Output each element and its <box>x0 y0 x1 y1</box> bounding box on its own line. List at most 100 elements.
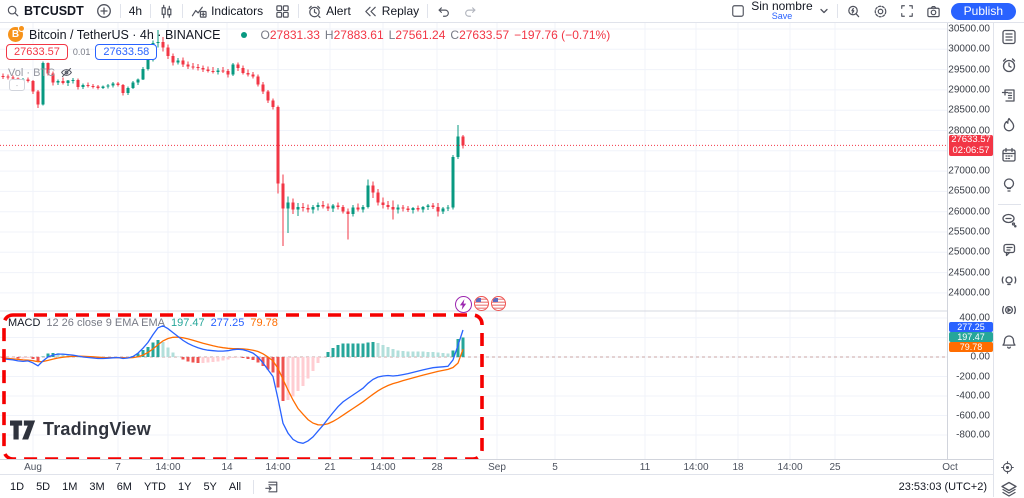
eye-slash-icon[interactable] <box>60 66 73 79</box>
save-label[interactable]: Save <box>771 11 793 21</box>
candle <box>236 64 240 68</box>
goto-date-button[interactable] <box>253 479 279 494</box>
buy-button[interactable]: 27633.58 <box>95 44 158 60</box>
candle <box>421 207 425 210</box>
candle <box>301 206 305 209</box>
time-axis[interactable]: Aug 7 14:00 14 14:00 21 14:00 28 Sep 5 11 14:00 18 14… <box>0 459 993 475</box>
ideas-lightbulb-icon[interactable] <box>1000 176 1018 194</box>
macd-hist-bar <box>301 357 305 387</box>
minds-cloud-icon[interactable] <box>1000 211 1018 229</box>
market-status-dot[interactable] <box>240 31 247 38</box>
macd-hist-bar <box>221 357 225 361</box>
alert-button[interactable]: Alert <box>301 4 357 19</box>
range-button-ytd[interactable]: YTD <box>143 480 166 493</box>
candle <box>346 211 350 215</box>
interval-button[interactable]: 4h <box>123 4 148 18</box>
compare-button[interactable] <box>90 3 118 19</box>
fullscreen-icon <box>900 5 913 17</box>
price-axis[interactable]: 30500.00 30000.00 29500.00 29000.00 28500.00… <box>947 22 994 459</box>
candle <box>191 66 195 68</box>
range-button-3m[interactable]: 3M <box>89 480 105 493</box>
range-button-5y[interactable]: 5Y <box>203 480 217 493</box>
notifications-bell-icon[interactable] <box>1000 333 1018 351</box>
alerts-icon[interactable] <box>1000 56 1018 74</box>
chat-icon[interactable] <box>1000 241 1018 259</box>
notes-add-icon[interactable] <box>1000 86 1018 104</box>
time-tick: 25 <box>829 462 841 473</box>
candle <box>51 73 55 83</box>
symbol-name: BTCUSDT <box>24 4 84 18</box>
layout-select-button[interactable]: Sin nombre Save <box>725 0 834 21</box>
candle <box>81 85 85 88</box>
hotlists-flame-icon[interactable] <box>1000 116 1018 134</box>
candle <box>386 205 390 207</box>
macd-line-value: 277.25 <box>210 317 245 329</box>
macd-hist-bar <box>361 343 365 357</box>
candle <box>61 80 65 83</box>
fullscreen-button[interactable] <box>894 4 920 18</box>
calendar-icon[interactable] <box>1000 146 1018 164</box>
candle <box>196 67 200 69</box>
object-tree-layers-icon[interactable] <box>1000 480 1018 498</box>
goto-target-icon[interactable] <box>1000 460 1015 475</box>
interval-label: 4h <box>128 4 143 18</box>
range-button-5d[interactable]: 5D <box>36 480 51 493</box>
macd-legend[interactable]: MACD 12 26 close 9 EMA EMA 197.47 277.25… <box>8 317 278 329</box>
redo-button[interactable] <box>457 4 484 18</box>
time-tick: 5 <box>552 462 558 473</box>
time-tick: 18 <box>732 462 744 473</box>
symbol-search[interactable]: BTCUSDT <box>0 4 90 18</box>
chart-region[interactable]: B Bitcoin / TetherUS · 4h · BINANCE O278… <box>0 22 947 461</box>
macd-hist-bar <box>431 352 435 357</box>
range-button-all[interactable]: All <box>228 480 242 493</box>
us-economic-event-icon[interactable] <box>491 296 506 311</box>
search-icon <box>7 5 19 17</box>
candle <box>281 183 285 209</box>
macd-hist-bar <box>186 357 190 362</box>
macd-hist-bar <box>311 357 315 371</box>
replay-button[interactable]: Replay <box>357 4 425 19</box>
macd-hist-bar <box>226 357 230 360</box>
macd-hist-bar <box>411 351 415 357</box>
layout-name-block[interactable]: Sin nombre Save <box>749 0 814 21</box>
streams-bulb-icon[interactable] <box>1000 271 1018 289</box>
macd-hist-bar <box>461 337 465 357</box>
sell-button[interactable]: 27633.57 <box>6 44 68 60</box>
range-button-6m[interactable]: 6M <box>116 480 132 493</box>
macd-hist-bar <box>291 357 295 397</box>
price-tick: 26500.00 <box>948 185 990 197</box>
indicators-button[interactable]: Indicators <box>185 4 269 19</box>
chart-title[interactable]: Bitcoin / TetherUS · 4h · BINANCE <box>29 27 221 42</box>
idea-flash-event-icon[interactable] <box>455 296 472 313</box>
live-streams-icon[interactable] <box>1000 301 1018 319</box>
range-button-1d[interactable]: 1D <box>10 480 25 493</box>
us-economic-event-icon[interactable] <box>474 296 489 311</box>
volume-label[interactable]: Vol · BTC <box>8 66 56 79</box>
indicator-templates-button[interactable] <box>269 4 296 19</box>
range-button-1y[interactable]: 1Y <box>177 480 192 493</box>
undo-button[interactable] <box>430 4 457 18</box>
clock[interactable]: 23:53:03 (UTC+2) <box>898 480 987 493</box>
candle <box>161 41 165 48</box>
chart-type-button[interactable] <box>153 4 180 19</box>
snapshot-button[interactable] <box>920 4 947 19</box>
change-value: −197.76 (−0.71%) <box>514 27 611 42</box>
time-tick: Sep <box>488 462 506 473</box>
redo-icon <box>465 7 476 17</box>
macd-hist-bar <box>216 357 220 362</box>
ohlc-values: O27831.33 H27883.61 L27561.24 C27633.57 … <box>260 27 611 42</box>
macd-value-label: 79.78 <box>949 342 993 352</box>
pane-collapse-button[interactable] <box>9 79 25 91</box>
candle <box>96 86 100 88</box>
macd-hist-bar <box>201 357 205 364</box>
candlestick-macd-chart[interactable] <box>0 22 947 459</box>
alert-label: Alert <box>326 4 351 18</box>
watchlist-icon[interactable] <box>1000 28 1018 46</box>
range-button-1m[interactable]: 1M <box>62 480 78 493</box>
settings-button[interactable] <box>867 4 894 19</box>
time-tick: 14:00 <box>777 462 803 473</box>
publish-button[interactable]: Publish <box>950 2 1016 20</box>
current-price-label[interactable]: 27633.57 02:06:57 <box>949 135 993 157</box>
macd-hist-bar <box>421 351 425 357</box>
quick-search-button[interactable] <box>840 4 867 19</box>
